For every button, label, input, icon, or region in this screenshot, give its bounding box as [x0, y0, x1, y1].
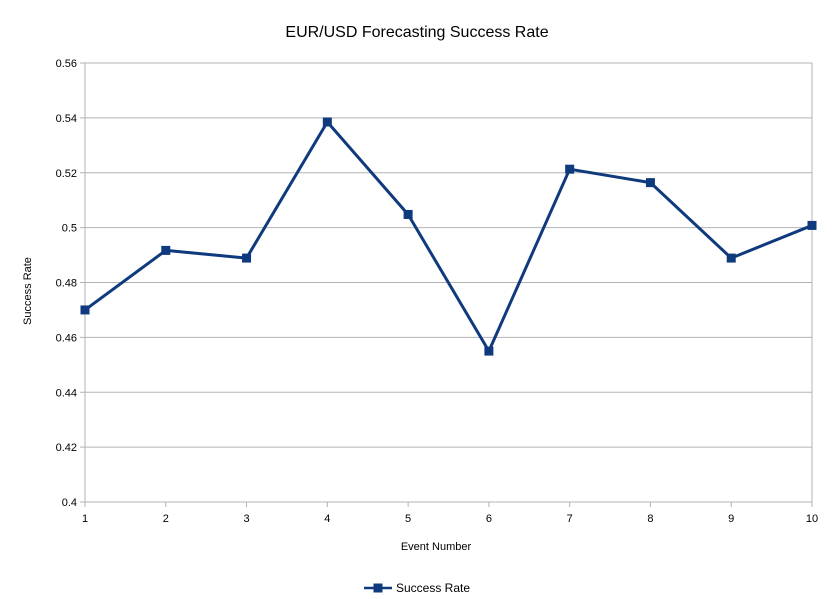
y-tick-label: 0.54 — [56, 113, 77, 125]
series-markers — [80, 117, 817, 356]
data-point-marker — [242, 253, 252, 263]
y-tick-label: 0.46 — [56, 332, 77, 344]
y-tick-label: 0.52 — [56, 168, 77, 180]
y-tick-label: 0.42 — [56, 442, 77, 454]
data-point-marker — [80, 305, 90, 315]
x-tick-label: 6 — [486, 513, 492, 525]
legend-marker-swatch — [373, 583, 383, 593]
data-point-marker — [565, 164, 575, 174]
data-point-marker — [161, 245, 171, 255]
series-lines — [84, 120, 813, 353]
y-tick-label: 0.48 — [56, 278, 77, 290]
y-tick-label: 0.5 — [62, 223, 77, 235]
data-point-marker — [645, 178, 655, 188]
y-tick-label: 0.4 — [62, 497, 77, 509]
y-tick-labels: 0.4 0.42 0.44 0.46 0.48 0.5 0.52 0.54 0.56 — [56, 58, 77, 509]
x-tick-label: 3 — [243, 513, 249, 525]
x-axis-label: Event Number — [401, 541, 472, 553]
y-tick-label: 0.44 — [56, 387, 77, 399]
data-point-marker — [726, 253, 736, 263]
x-tick-label: 1 — [82, 513, 88, 525]
x-tick-label: 4 — [324, 513, 330, 525]
x-tick-label: 8 — [647, 513, 653, 525]
chart-title: EUR/USD Forecasting Success Rate — [285, 24, 548, 41]
y-tick-label: 0.56 — [56, 58, 77, 70]
x-tick-label: 10 — [806, 513, 818, 525]
data-point-marker — [484, 346, 494, 356]
x-tick-label: 9 — [728, 513, 734, 525]
y-axis-label: Success Rate — [22, 257, 34, 325]
legend-label: Success Rate — [396, 581, 470, 595]
data-point-marker — [322, 117, 332, 127]
data-point-marker — [403, 209, 413, 219]
x-tick-labels: 1 2 3 4 5 6 7 8 9 10 — [82, 513, 818, 525]
data-point-marker — [807, 220, 817, 230]
axes — [80, 62, 813, 507]
legend: Success Rate — [364, 581, 470, 595]
x-tick-label: 2 — [163, 513, 169, 525]
x-tick-label: 5 — [405, 513, 411, 525]
series-line — [84, 120, 813, 353]
x-tick-label: 7 — [567, 513, 573, 525]
